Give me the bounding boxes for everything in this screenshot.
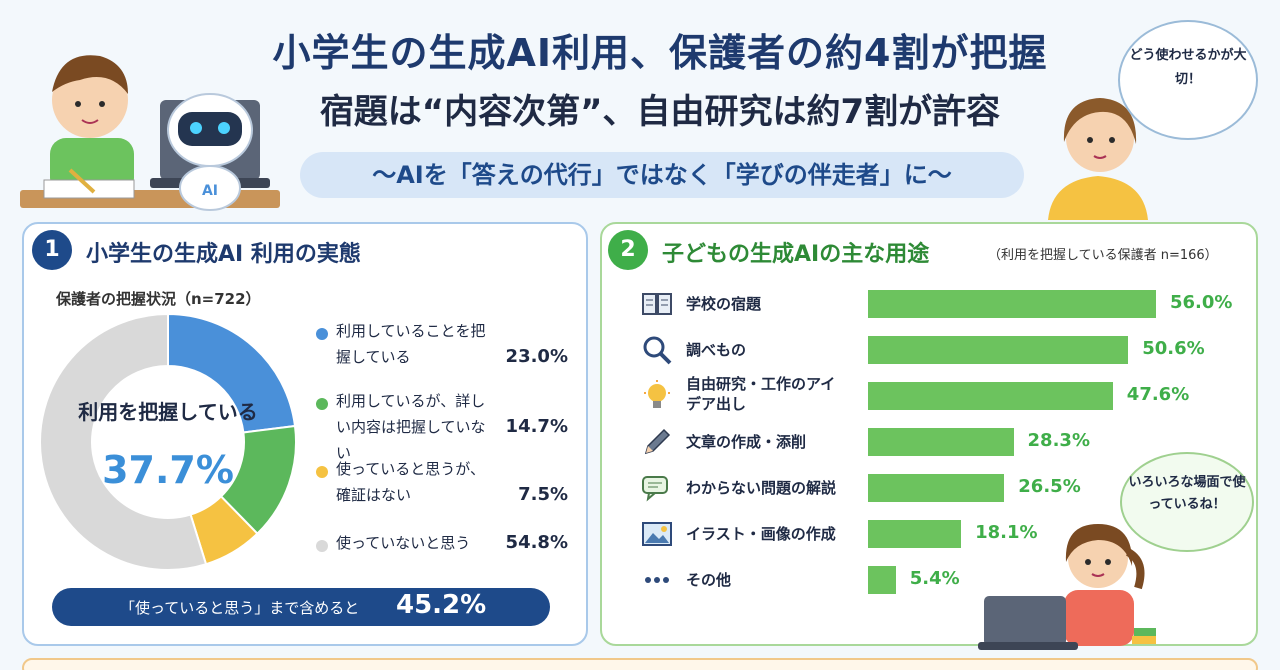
legend-value-partial: 14.7% [505, 416, 568, 437]
bar-problem-explanation [868, 474, 1005, 502]
panel1-title: 小学生の生成AI 利用の実態 [86, 242, 361, 267]
bar-label-problem-explanation: わからない問題の解説 [686, 479, 837, 497]
legend-label-unsure: 使っていると思うが、確証はない [336, 460, 485, 504]
bar-value-other: 5.4% [909, 568, 960, 589]
summary-pill [52, 588, 550, 626]
bar-label-research: 調べもの [686, 341, 747, 359]
legend-value-not-using: 54.8% [505, 532, 568, 553]
legend-dot-aware [316, 328, 328, 340]
bar-label-other: その他 [686, 571, 732, 589]
search-icon [640, 333, 674, 367]
bar-homework [868, 290, 1156, 318]
bar-label-illustration: イラスト・画像の作成 [686, 525, 836, 543]
bar-value-project-ideas: 47.6% [1126, 384, 1190, 405]
donut-slice-not-using [39, 312, 208, 571]
summary-text: 「使っていると思う」まで含めると [120, 599, 360, 617]
mother-thought-bubble: どう使わせるかが大切！ [1118, 20, 1258, 140]
bar-label-homework: 学校の宿題 [686, 295, 762, 313]
next-section-edge [22, 658, 1258, 670]
bar-research [868, 336, 1129, 364]
usage-status-panel [22, 222, 588, 646]
bar-value-problem-explanation: 26.5% [1018, 476, 1081, 497]
panel2-title: 子どもの生成AIの主な用途 [662, 242, 930, 267]
mother-illustration [1048, 98, 1148, 220]
legend-value-aware: 23.0% [505, 346, 568, 367]
legend-label-aware: 利用していることを把握している [336, 322, 486, 366]
book-icon [640, 287, 674, 321]
bar-writing [868, 428, 1014, 456]
section-badge-1: 1 [32, 230, 72, 270]
bar-other [868, 566, 896, 594]
boy-robot-illustration: AI [20, 55, 280, 211]
bar-label-project-ideas: 自由研究・工作のアイデア出し [686, 375, 836, 413]
bar-label-writing: 文章の作成・添削 [686, 433, 807, 451]
page-subtitle: 宿題は“内容次第”、自由研究は約7割が許容 [319, 92, 1001, 132]
awareness-donut-chart [39, 312, 297, 571]
chat-icon [640, 471, 674, 505]
bar-value-homework: 56.0% [1170, 292, 1233, 313]
bar-value-writing: 28.3% [1027, 430, 1090, 451]
robot-label: AI [202, 183, 218, 199]
donut-center-value: 37.7% [102, 448, 234, 492]
more-icon [640, 563, 674, 597]
girl-speech-bubble: いろいろな場面で使っているね！ [1120, 452, 1254, 552]
section-badge-2: 2 [608, 230, 648, 270]
legend-dot-not-using [316, 540, 328, 552]
bar-value-research: 50.6% [1142, 338, 1205, 359]
panel2-note: （利用を把握している保護者 n=166） [988, 248, 1218, 263]
bar-project-ideas [868, 382, 1113, 410]
lightbulb-icon [640, 379, 674, 413]
tagline-pill: 〜AIを「答えの代行」ではなく「学びの伴走者」に〜 [300, 152, 1024, 198]
page-title: 小学生の生成AI利用、保護者の約4割が把握 [272, 31, 1048, 75]
legend-dot-unsure [316, 466, 328, 478]
girl-laptop-illustration [978, 524, 1156, 650]
summary-value: 45.2% [396, 590, 487, 620]
image-icon [640, 517, 674, 551]
bar-value-illustration: 18.1% [975, 522, 1038, 543]
donut-center-label: 利用を把握している [78, 400, 258, 424]
status-label: 保護者の把握状況（n=722） [56, 290, 261, 308]
legend-dot-partial [316, 398, 328, 410]
pencil-icon [640, 425, 674, 459]
legend-value-unsure: 7.5% [518, 484, 568, 505]
legend-label-not-using: 使っていないと思う [336, 534, 471, 552]
bar-illustration [868, 520, 962, 548]
legend-label-partial: 利用しているが、詳しい内容は把握していない [336, 392, 486, 462]
